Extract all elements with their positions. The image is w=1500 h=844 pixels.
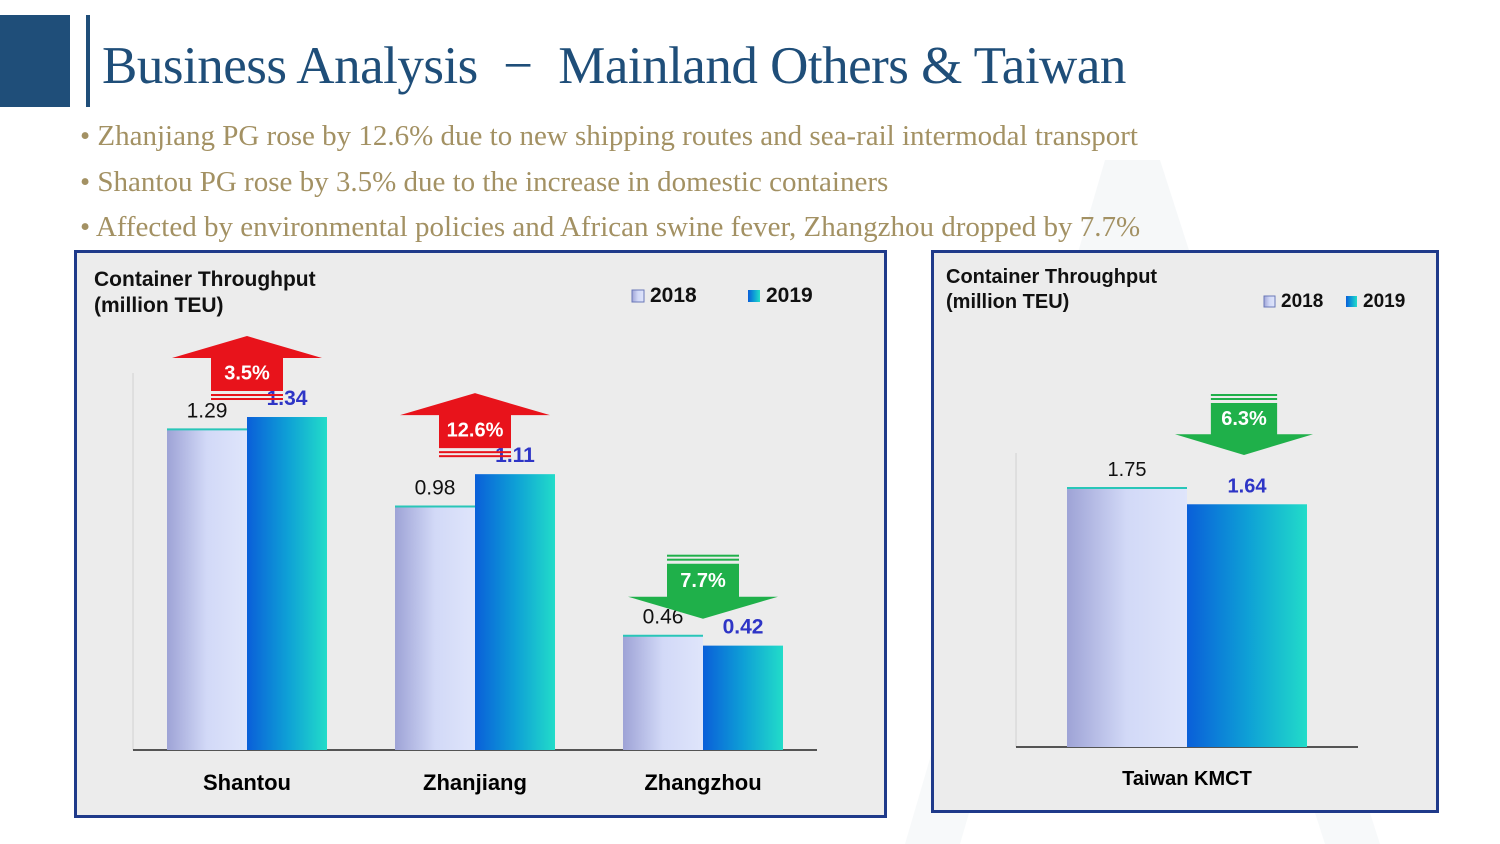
bullet-list: Zhanjiang PG rose by 12.6% due to new sh… xyxy=(80,114,1140,251)
value-label-shantou-2019: 1.34 xyxy=(267,387,308,410)
change-arrow-zhangzhou-label: 7.7% xyxy=(680,570,726,592)
change-arrow-taiwan-kmct-shape xyxy=(1175,403,1313,455)
legend-swatch-2018 xyxy=(631,289,645,303)
mainland-throughput-chart: Container Throughput (million TEU) 2018 201… xyxy=(94,268,817,795)
category-label-zhanjiang: Zhanjiang xyxy=(423,770,527,795)
bar-shantou-2019 xyxy=(247,417,327,750)
change-arrow-zhanjiang-shape xyxy=(400,393,550,449)
title-accent-square xyxy=(0,15,70,107)
chart-title: Container Throughput (million TEU) xyxy=(946,266,1157,313)
bar-zhangzhou-2019 xyxy=(703,645,783,750)
legend-swatch-2018 xyxy=(1263,295,1276,308)
value-label-zhangzhou-2019: 0.42 xyxy=(723,616,764,639)
page-title: Business Analysis − Mainland Others & Ta… xyxy=(102,37,1126,95)
bullet-item-zhangzhou: Affected by environmental policies and A… xyxy=(80,205,1140,251)
legend-swatch-2019 xyxy=(1346,296,1357,307)
change-arrow-zhangzhou-shape xyxy=(628,563,778,619)
chart-title: Container Throughput (million TEU) xyxy=(94,268,316,317)
value-label-taiwan-kmct-2018: 1.75 xyxy=(1108,459,1147,481)
change-arrow-taiwan-kmct: 6.3% xyxy=(1175,394,1313,455)
category-label-shantou: Shantou xyxy=(203,770,291,795)
chart-title-line: (million TEU) xyxy=(94,294,224,317)
bar-taiwan-kmct-2018 xyxy=(1067,488,1187,747)
legend-label-2018: 2018 xyxy=(1281,291,1323,312)
change-arrow-taiwan-kmct-stripe xyxy=(1210,398,1278,400)
bar-zhanjiang-2018 xyxy=(395,506,475,750)
value-label-taiwan-kmct-2019: 1.64 xyxy=(1228,475,1268,497)
change-arrow-shantou-stripe xyxy=(211,398,283,401)
title-accent-line xyxy=(86,15,90,107)
taiwan-throughput-chart: Container Throughput (million TEU) 2018 201… xyxy=(946,266,1405,790)
chart-panel-mainland: Container Throughput (million TEU) 2018 201… xyxy=(74,250,887,818)
change-arrow-shantou-shape xyxy=(172,336,322,392)
change-arrow-taiwan-kmct-stripe xyxy=(1210,394,1278,396)
change-arrow-zhanjiang: 12.6% xyxy=(400,393,550,458)
category-label-taiwan-kmct: Taiwan KMCT xyxy=(1122,768,1252,790)
change-arrow-zhangzhou-stripe xyxy=(667,554,739,557)
change-arrow-zhanjiang-label: 12.6% xyxy=(447,420,504,442)
category-label-zhangzhou: Zhangzhou xyxy=(644,770,761,795)
change-arrow-zhanjiang-stripe xyxy=(439,455,511,458)
legend-label-2019: 2019 xyxy=(766,284,813,307)
value-label-zhangzhou-2018: 0.46 xyxy=(643,606,684,629)
legend-label-2018: 2018 xyxy=(650,284,697,307)
bullet-item-zhanjiang: Zhanjiang PG rose by 12.6% due to new sh… xyxy=(80,114,1140,160)
value-label-zhanjiang-2019: 1.11 xyxy=(495,444,535,467)
legend-label-2019: 2019 xyxy=(1363,291,1405,312)
change-arrow-zhanjiang-stripe xyxy=(439,451,511,454)
legend-swatch-2019 xyxy=(748,290,760,302)
chart-panel-taiwan: Container Throughput (million TEU) 2018 201… xyxy=(931,250,1439,813)
chart-title-line: (million TEU) xyxy=(946,291,1069,313)
bullet-item-shantou: Shantou PG rose by 3.5% due to the incre… xyxy=(80,160,1140,206)
value-label-zhanjiang-2018: 0.98 xyxy=(415,476,456,499)
value-label-shantou-2018: 1.29 xyxy=(187,399,228,422)
change-arrow-zhangzhou-stripe xyxy=(667,558,739,561)
chart-title-line: Container Throughput xyxy=(946,266,1157,288)
bar-zhangzhou-2018 xyxy=(623,635,703,750)
change-arrow-shantou-stripe xyxy=(211,394,283,397)
change-arrow-shantou: 3.5% xyxy=(172,336,322,401)
chart-title-line: Container Throughput xyxy=(94,268,316,291)
change-arrow-taiwan-kmct-label: 6.3% xyxy=(1221,408,1267,430)
change-arrow-zhangzhou: 7.7% xyxy=(628,554,778,619)
bar-taiwan-kmct-2019 xyxy=(1187,504,1307,747)
change-arrow-shantou-label: 3.5% xyxy=(224,362,270,384)
bar-shantou-2018 xyxy=(167,429,247,750)
bar-zhanjiang-2019 xyxy=(475,474,555,750)
